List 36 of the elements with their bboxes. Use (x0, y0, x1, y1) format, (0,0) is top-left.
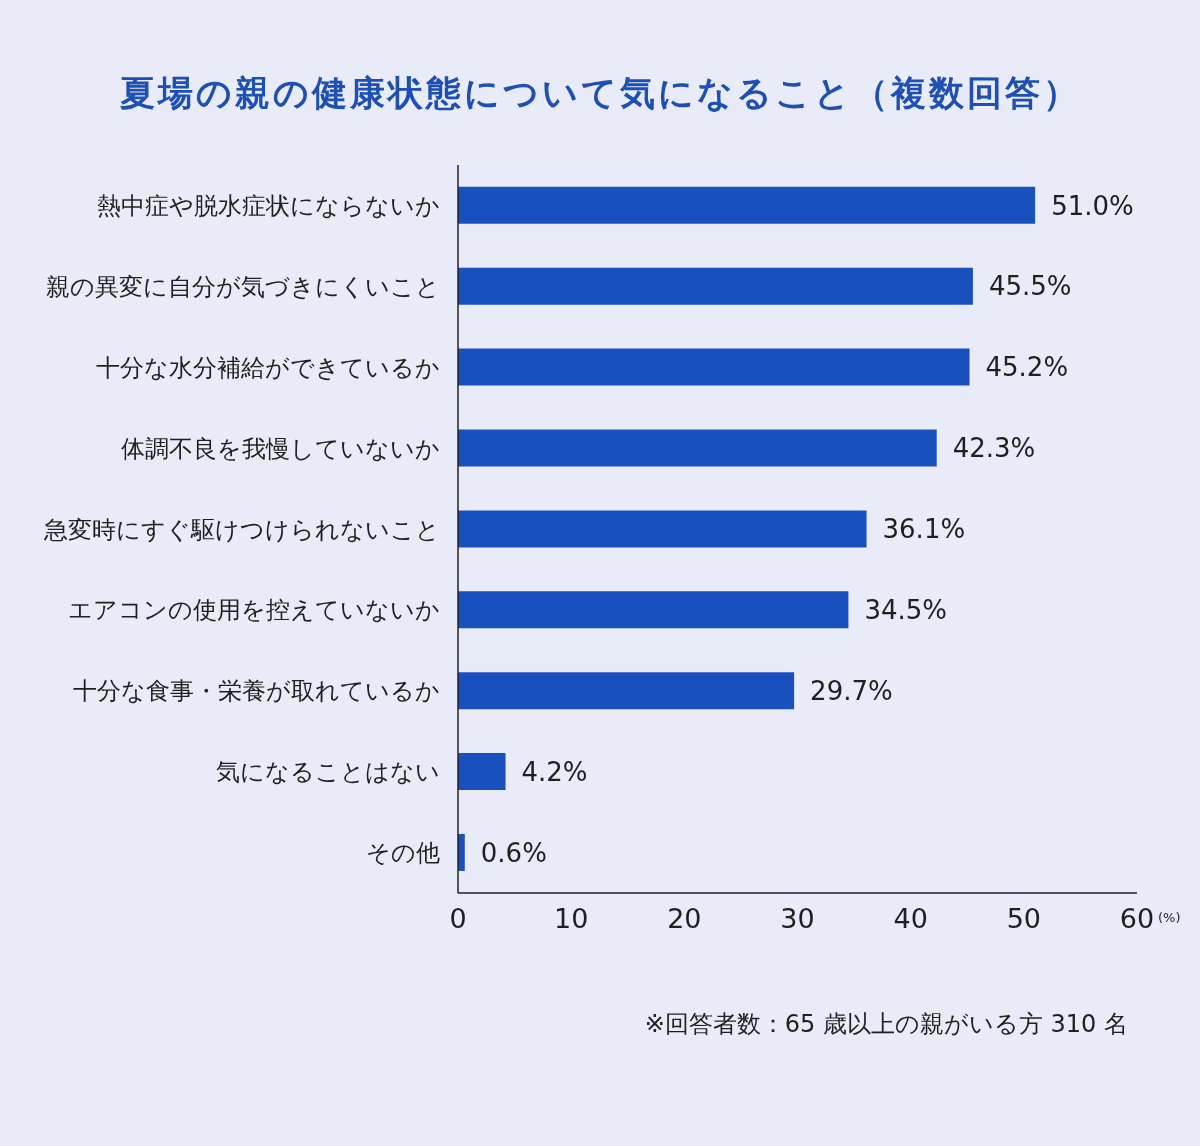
y-tick-label: その他 (366, 839, 440, 868)
y-tick-label: 十分な水分補給ができているか (96, 353, 440, 382)
y-tick-label: 十分な食事・栄養が取れているか (73, 677, 440, 706)
x-tick-label: 0 (449, 903, 467, 935)
x-tick-label: 10 (553, 903, 589, 935)
x-tick-label: 20 (667, 903, 702, 935)
bar (458, 348, 970, 386)
bar (458, 753, 506, 791)
data-label: 36.1% (882, 514, 966, 545)
data-label: 0.6% (480, 837, 547, 868)
bar (458, 186, 1036, 224)
x-tick-label: 40 (893, 903, 928, 935)
x-tick-label: 30 (780, 903, 815, 935)
y-tick-label: 熱中症や脱水症状にならないか (97, 191, 440, 220)
bar (458, 429, 937, 467)
x-tick-label: 50 (1006, 903, 1042, 935)
data-label: 51.0% (1051, 190, 1134, 221)
y-tick-label: 体調不良を我慢していないか (121, 434, 440, 463)
data-label: 45.2% (985, 352, 1069, 383)
bar (458, 672, 795, 710)
bar (458, 510, 867, 548)
x-axis-title: (%) (1158, 910, 1181, 925)
y-tick-label: エアコンの使用を控えていないか (68, 596, 440, 625)
data-label: 45.5% (988, 271, 1072, 302)
chart-title: 夏場の親の健康状態について気になること（複数回答） (119, 72, 1081, 115)
bar (458, 591, 849, 629)
data-label: 4.2% (521, 756, 588, 787)
y-tick-label: 急変時にすぐ駆けつけられないこと (43, 515, 440, 544)
y-tick-label: 親の異変に自分が気づきにくいこと (46, 272, 440, 301)
data-label: 34.5% (864, 595, 948, 626)
y-tick-label: 気になることはない (216, 758, 440, 787)
bar (458, 267, 973, 305)
data-label: 42.3% (952, 433, 1036, 464)
text: ※回答者数：65 歳以上の親がいる方 310 名 (644, 1009, 1128, 1040)
data-label: 29.7% (810, 675, 893, 706)
x-tick-label: 60 (1119, 903, 1155, 935)
